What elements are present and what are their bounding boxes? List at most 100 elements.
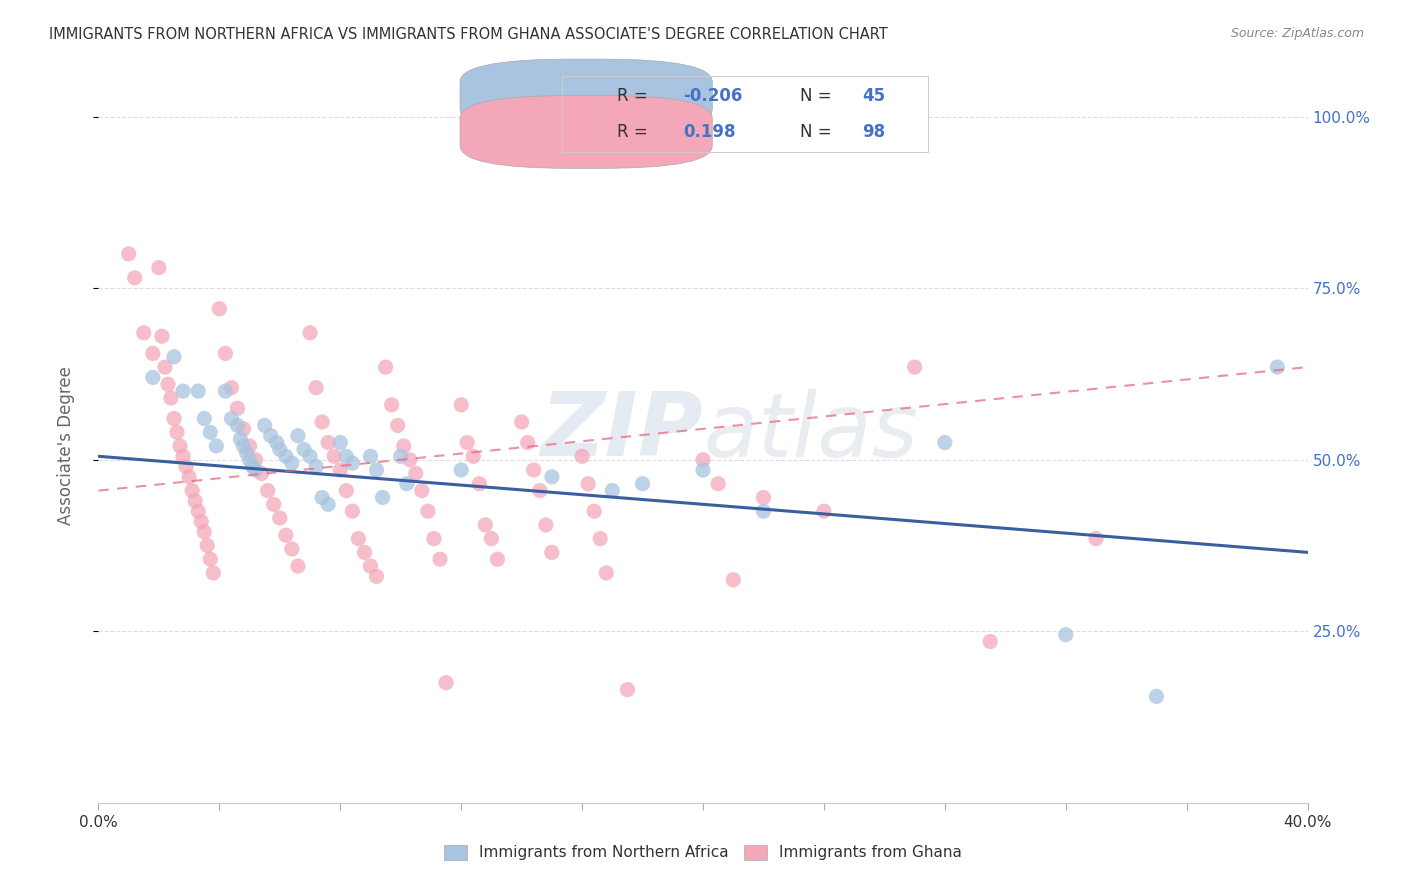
Text: 0.198: 0.198 [683,123,735,141]
Point [692,463,714,477]
Point [392,439,415,453]
Point [323,450,346,464]
Point [232,422,254,436]
Text: N =: N = [800,87,837,104]
Point [456,435,478,450]
Point [193,411,215,425]
Point [150,329,173,343]
Point [576,476,599,491]
Point [342,456,364,470]
Point [226,418,249,433]
FancyBboxPatch shape [460,95,713,169]
Text: atlas: atlas [703,389,918,475]
Text: 45: 45 [862,87,886,104]
Point [316,435,339,450]
Point [166,425,188,440]
Point [245,463,267,477]
Text: ZIP: ZIP [540,388,703,475]
Point [463,450,485,464]
Point [311,491,333,505]
Point [160,391,183,405]
Point [389,450,412,464]
Point [589,532,612,546]
Point [142,370,165,384]
Point [187,384,209,398]
Point [360,559,382,574]
Point [305,381,328,395]
Point [529,483,551,498]
Text: Source: ZipAtlas.com: Source: ZipAtlas.com [1230,27,1364,40]
Point [707,476,730,491]
Point [516,435,538,450]
Point [387,418,409,433]
Point [1085,532,1108,546]
Point [242,459,264,474]
Point [118,247,141,261]
Point [416,504,439,518]
Point [979,634,1001,648]
Point [187,504,209,518]
Point [904,360,927,375]
Point [200,552,222,566]
Text: 98: 98 [862,123,886,141]
Point [342,504,364,518]
Point [181,483,204,498]
Point [200,425,222,440]
Point [486,552,509,566]
Text: R =: R = [617,87,654,104]
Point [205,439,228,453]
Point [523,463,546,477]
Point [311,415,333,429]
Y-axis label: Associate's Degree: Associate's Degree [56,367,75,525]
Point [353,545,375,559]
Point [423,532,446,546]
Point [571,450,593,464]
Point [583,504,606,518]
Point [174,459,197,474]
Point [1386,326,1406,340]
Point [411,483,433,498]
Point [266,435,288,450]
Point [335,450,357,464]
Point [226,401,249,416]
Point [631,476,654,491]
Point [723,573,745,587]
Point [202,566,225,580]
Point [813,504,835,518]
Point [172,384,194,398]
Legend: Immigrants from Northern Africa, Immigrants from Ghana: Immigrants from Northern Africa, Immigra… [437,838,969,866]
Point [316,497,339,511]
Point [221,381,243,395]
Point [374,360,396,375]
Point [239,439,262,453]
Point [366,569,388,583]
Point [281,541,304,556]
Point [1267,360,1289,375]
Point [269,511,291,525]
Point [450,398,472,412]
Point [208,301,231,316]
Point [371,491,394,505]
Point [179,470,201,484]
Point [256,483,278,498]
Point [1144,690,1167,704]
Point [253,418,276,433]
Point [616,682,638,697]
Point [381,398,404,412]
Point [263,497,285,511]
Point [299,326,322,340]
Point [305,459,328,474]
Point [156,377,179,392]
Point [235,446,257,460]
Point [132,326,155,340]
Point [195,539,218,553]
Point [292,442,315,457]
Point [595,566,617,580]
Point [398,452,420,467]
Point [366,463,388,477]
Text: IMMIGRANTS FROM NORTHERN AFRICA VS IMMIGRANTS FROM GHANA ASSOCIATE'S DEGREE CORR: IMMIGRANTS FROM NORTHERN AFRICA VS IMMIG… [49,27,889,42]
Point [405,467,427,481]
Point [245,452,267,467]
Point [250,467,273,481]
Point [474,517,496,532]
